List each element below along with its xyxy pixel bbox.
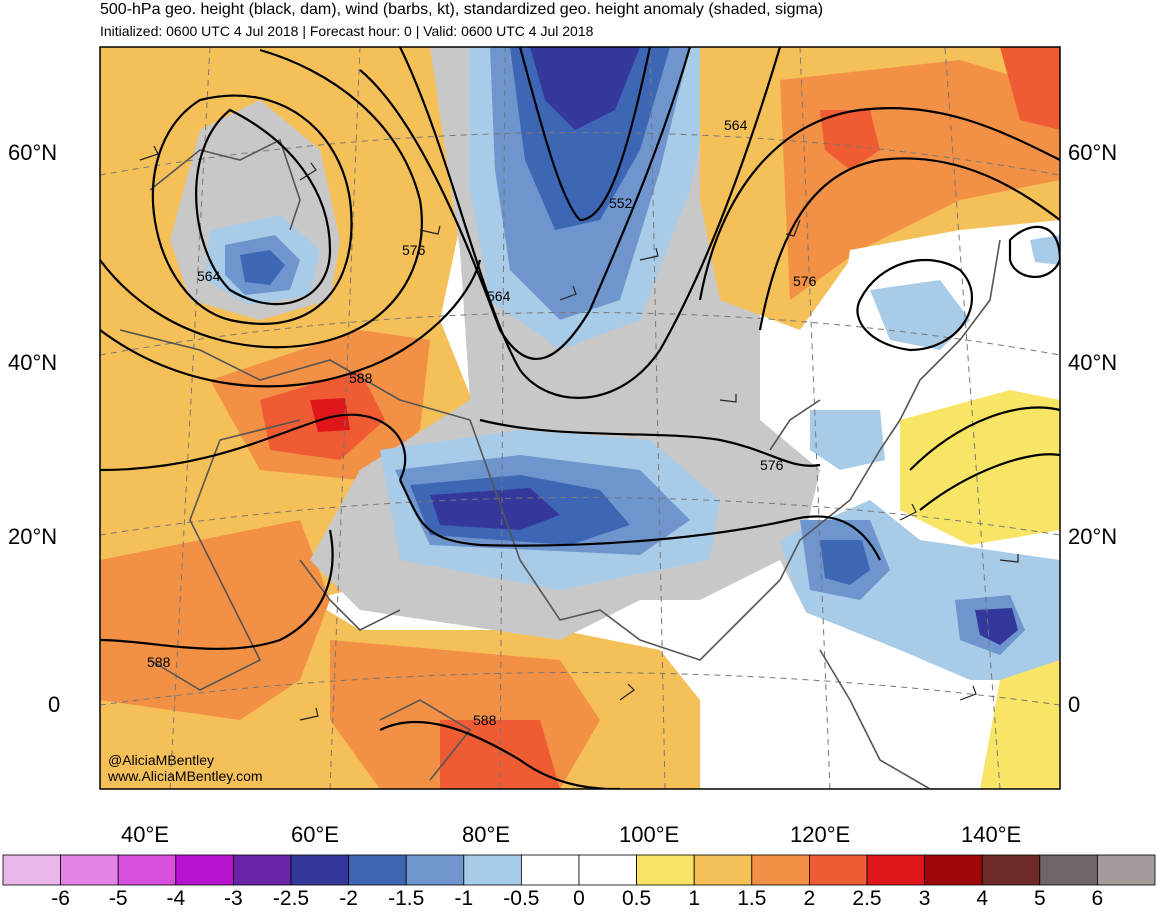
colorbar-tick-label: -4 [166,887,186,910]
lon-label-80e: 80°E [462,822,510,847]
colorbar-tick-label: -1.5 [388,887,425,910]
colorbar-tick-label: -5 [108,887,128,910]
colorbar-tick-label: 5 [1033,887,1046,910]
colorbar-cell [60,854,119,886]
lat-label-60n-right: 60°N [1068,140,1118,165]
colorbar-tick-label: -3 [224,887,243,910]
colorbar-cell [693,854,753,886]
colorbar-cell [2,854,61,886]
contour-label: 588 [147,654,171,670]
lat-label-0-left: 0 [48,692,61,717]
colorbar-tick-label: 0 [573,887,585,910]
contour-label: 576 [760,457,784,473]
colorbar-cell [521,854,580,886]
colorbar-cell [924,854,983,886]
contour-label: 576 [402,242,426,258]
map-subtitle: Initialized: 0600 UTC 4 Jul 2018 | Forec… [100,23,594,39]
colorbar-cell [232,854,292,886]
map-panel [100,47,1060,789]
lon-label-60e: 60°E [291,822,339,847]
colorbar-tick-label: 0.5 [621,887,652,910]
colorbar-cell [866,854,925,886]
lat-label-40n-left: 40°N [8,350,58,375]
lon-label-120e: 120°E [790,822,851,847]
colorbar-tick-label: 2.5 [852,887,882,910]
colorbar-tick-label: 3 [918,887,931,910]
contour-label: 564 [724,117,748,133]
colorbar [2,854,1156,886]
colorbar-tick-label: -1 [454,887,474,910]
colorbar-cell [117,854,177,886]
colorbar-cell [1039,854,1098,886]
map-frame [99,46,1061,790]
lon-label-40e: 40°E [121,822,169,847]
colorbar-tick-label: -2 [339,887,358,910]
colorbar-tick-label: 4 [976,887,989,910]
colorbar-tick-label: 2 [803,887,816,910]
contour-label: 564 [197,268,221,284]
contour-label: 588 [473,712,497,728]
contour-label: 588 [349,370,373,386]
map-title: 500-hPa geo. height (black, dam), wind (… [100,1,824,18]
contour-label: 564 [487,288,511,304]
lon-label-100e: 100°E [619,822,680,847]
lon-label-140e: 140°E [961,822,1022,847]
height-contours [100,47,1060,789]
colorbar-tick-label: 6 [1091,887,1104,910]
contour-label: 552 [609,195,633,211]
coastlines [119,138,1001,789]
colorbar-tick-label: -2.5 [272,887,310,910]
colorbar-cell [175,854,234,886]
colorbar-tick-label: -6 [51,887,70,910]
wind-barbs [139,145,1019,721]
colorbar-tick-label: 1.5 [737,887,767,910]
lat-label-20n-left: 20°N [8,524,58,549]
colorbar-cell [463,854,522,886]
contour-label: 576 [793,273,817,289]
lat-label-40n-right: 40°N [1068,350,1118,375]
lat-label-20n-right: 20°N [1068,524,1118,549]
lat-label-60n-left: 60°N [8,140,58,165]
colorbar-cell [809,854,868,886]
colorbar-tick-label: -0.5 [503,887,540,910]
colorbar-cell [290,854,349,886]
credit-website: www.AliciaMBentley.com [108,768,263,784]
colorbar-cell [348,854,407,886]
colorbar-cell [636,854,695,886]
credit-handle: @AliciaMBentley [108,752,215,768]
colorbar-tick-label: 1 [688,887,701,910]
graticule [100,47,1060,789]
colorbar-cell [405,854,465,886]
colorbar-cell [1097,854,1156,886]
colorbar-cell [981,854,1041,886]
lat-label-0-right: 0 [1068,692,1081,717]
colorbar-cell [751,854,810,886]
colorbar-cell [578,854,637,886]
